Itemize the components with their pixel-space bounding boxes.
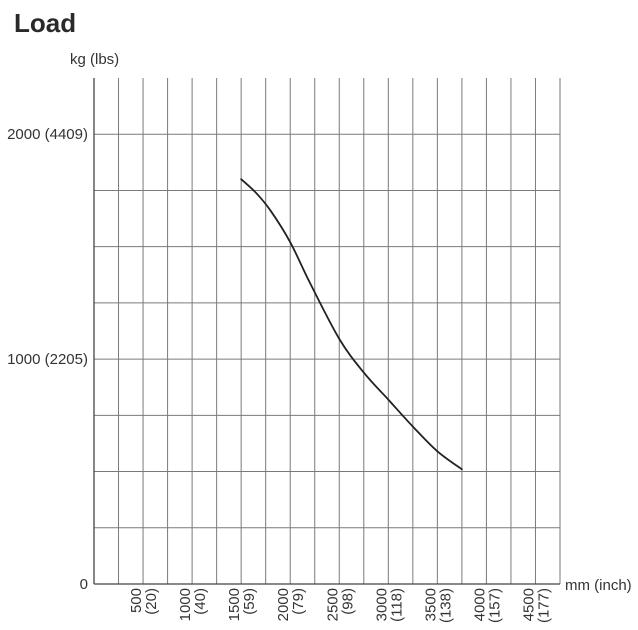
y-tick-label: 2000 (4409) xyxy=(7,126,88,143)
y-tick-label: 0 xyxy=(80,576,88,593)
x-tick-label: 4000(157) xyxy=(471,588,503,623)
y-tick-label: 1000 (2205) xyxy=(7,351,88,368)
load-curve xyxy=(240,178,463,471)
y-tick-labels: 0 1000 (2205) 2000 (4409) xyxy=(7,126,88,593)
x-axis-label: mm (inch) xyxy=(565,577,632,594)
x-tick-label: 500(20) xyxy=(128,588,160,615)
x-tick-label: 3500(138) xyxy=(422,588,454,623)
x-tick-label: 1500(59) xyxy=(226,588,258,621)
x-tick-label: 2000(79) xyxy=(275,588,307,621)
x-tick-labels: 500(20) 1000(40) 1500(59) 2000(79) 2500(98) 3… xyxy=(128,588,552,623)
chart-title: Load xyxy=(14,8,76,38)
x-tick-label: 3000(118) xyxy=(373,588,405,622)
grid xyxy=(94,78,561,584)
x-tick-label: 2500(98) xyxy=(324,588,356,621)
series-group xyxy=(240,178,463,471)
axes xyxy=(93,78,560,585)
x-tick-label: 1000(40) xyxy=(177,588,209,621)
y-axis-label: kg (lbs) xyxy=(70,51,119,68)
x-tick-label: 4500(177) xyxy=(520,588,552,623)
